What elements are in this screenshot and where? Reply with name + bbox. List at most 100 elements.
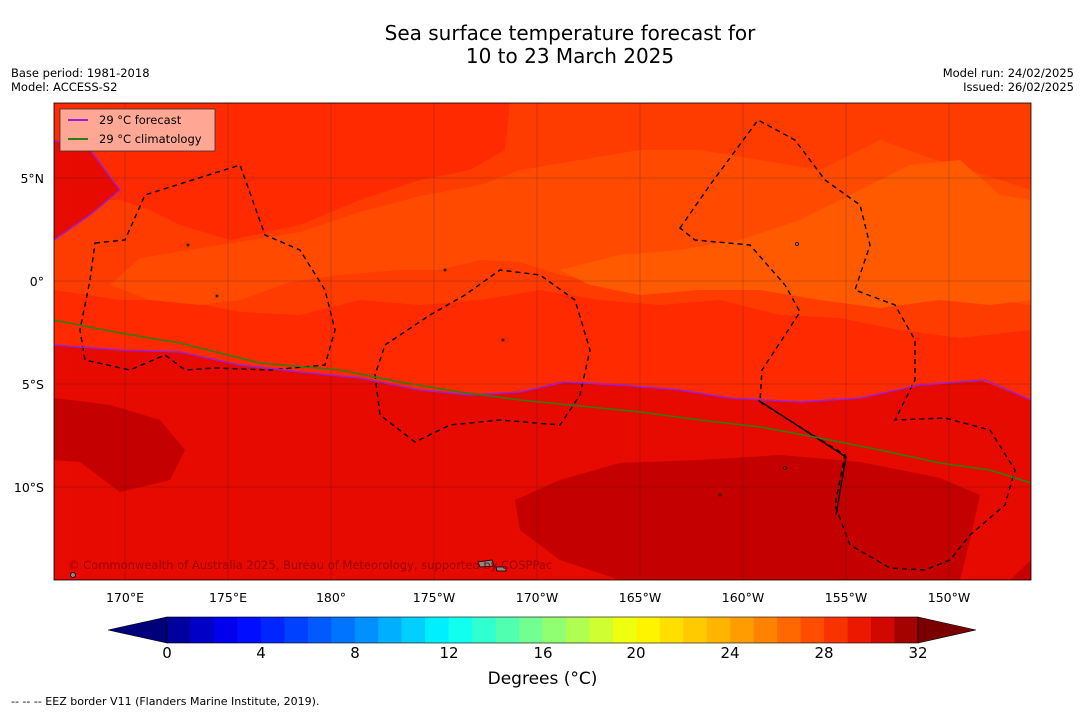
colorbar-cell xyxy=(167,617,191,643)
colorbar-tick-label: 12 xyxy=(439,644,458,662)
sst-band-32-sw xyxy=(1010,560,1031,580)
colorbar-cell xyxy=(519,617,543,643)
lon-label: 170°W xyxy=(516,590,558,605)
lat-label: 5°N xyxy=(20,171,44,186)
model-text: Model: ACCESS-S2 xyxy=(11,80,118,94)
colorbar-cell xyxy=(589,617,614,643)
island-atoll-1 xyxy=(186,243,190,247)
island-atoll-3 xyxy=(443,268,447,272)
colorbar-cell xyxy=(683,617,708,643)
title-line-2: 10 to 23 March 2025 xyxy=(465,44,675,68)
metadata-right: Model run: 24/02/2025 Issued: 26/02/2025 xyxy=(943,66,1074,94)
colorbar-cell xyxy=(448,617,473,643)
copyright-text: © Commonwealth of Australia 2025, Bureau… xyxy=(68,558,552,572)
colorbar-cell xyxy=(213,617,238,643)
colorbar-cell xyxy=(331,617,356,643)
colorbar-cell xyxy=(307,617,332,643)
colorbar-cell xyxy=(871,617,896,643)
island-wallis xyxy=(70,572,76,578)
colorbar-cell xyxy=(284,617,309,643)
lon-label: 175°E xyxy=(209,590,247,605)
colorbar-cell xyxy=(612,617,637,643)
island-samoa-east xyxy=(495,566,507,572)
island-atoll-6 xyxy=(783,466,787,470)
colorbar-cell xyxy=(401,617,426,643)
base-period-text: Base period: 1981-2018 xyxy=(11,66,150,80)
longitude-labels: 170°E 175°E 180° 175°W 170°W 165°W 160°W… xyxy=(106,590,970,605)
issued-text: Issued: 26/02/2025 xyxy=(963,80,1074,94)
colorbar-cell xyxy=(894,617,919,643)
eez-footnote: -- -- -- EEZ border V11 (Flanders Marine… xyxy=(11,695,320,708)
forecast-29c-contour xyxy=(54,344,1031,403)
sst-band-31-32-east xyxy=(515,455,980,580)
lon-label: 165°W xyxy=(619,590,661,605)
colorbar-cell xyxy=(730,617,755,643)
colorbar-cell xyxy=(190,617,215,643)
gridlines xyxy=(54,103,1031,580)
colorbar-tick-label: 32 xyxy=(908,644,927,662)
colorbar-cell xyxy=(378,617,403,643)
sst-band-31-32-west xyxy=(54,398,185,492)
sst-field: © Commonwealth of Australia 2025, Bureau… xyxy=(54,103,1031,580)
latitude-labels: 5°N 0° 5°S 10°S xyxy=(14,171,44,495)
eez-phoenix xyxy=(374,269,591,443)
colorbar-tick-label: 20 xyxy=(626,644,645,662)
colorbar-cell xyxy=(800,617,825,643)
lon-label: 160°W xyxy=(722,590,764,605)
colorbar-tick-label: 4 xyxy=(256,644,266,662)
lon-label: 180° xyxy=(316,590,346,605)
colorbar-tick-label: 0 xyxy=(162,644,172,662)
colorbar-cell xyxy=(706,617,731,643)
colorbar-cell xyxy=(472,617,497,643)
lon-label: 170°E xyxy=(106,590,144,605)
colorbar-cell xyxy=(847,617,872,643)
colorbar-frame xyxy=(166,616,919,644)
colorbar-cell xyxy=(260,617,285,643)
model-run-text: Model run: 24/02/2025 xyxy=(942,66,1074,80)
colorbar-ticks: 0 4 8 12 16 20 24 28 32 xyxy=(162,644,927,662)
colorbar-cells xyxy=(167,617,919,643)
colorbar-tick-label: 28 xyxy=(814,644,833,662)
colorbar-tick-label: 8 xyxy=(350,644,360,662)
colorbar-cell xyxy=(542,617,567,643)
title-line-1: Sea surface temperature forecast for xyxy=(384,21,756,45)
map-frame xyxy=(53,102,1032,581)
colorbar-cell xyxy=(659,617,684,643)
colorbar-cell xyxy=(354,617,379,643)
colorbar-cell xyxy=(237,617,262,643)
colorbar: 0 4 8 12 16 20 24 28 32 xyxy=(107,616,977,662)
colorbar-tick-label: 16 xyxy=(533,644,552,662)
colorbar-cell xyxy=(824,617,849,643)
lon-label: 175°W xyxy=(413,590,455,605)
lat-label: 0° xyxy=(30,274,44,289)
metadata-left: Base period: 1981-2018 Model: ACCESS-S2 xyxy=(11,66,150,94)
colorbar-min-arrow xyxy=(107,616,168,644)
sst-band-26-27-ne xyxy=(560,160,1031,308)
colorbar-cell xyxy=(636,617,661,643)
chart-title: Sea surface temperature forecast for 10 … xyxy=(0,22,1085,68)
legend-box xyxy=(59,108,216,152)
legend-forecast-label: 29 °C forecast xyxy=(99,113,182,127)
sst-band-30-31-nw xyxy=(54,140,120,240)
eez-solid-boundary xyxy=(757,399,847,516)
lon-label: 150°W xyxy=(928,590,970,605)
colorbar-cell xyxy=(425,617,450,643)
legend: 29 °C forecast 29 °C climatology xyxy=(59,108,216,152)
lat-label: 10°S xyxy=(14,480,44,495)
islands xyxy=(70,242,799,578)
climatology-29c-contour xyxy=(54,319,1031,484)
island-atoll-5 xyxy=(718,493,722,497)
legend-climatology-label: 29 °C climatology xyxy=(99,132,202,146)
colorbar-tick-label: 24 xyxy=(720,644,739,662)
eez-borders xyxy=(79,119,1016,571)
colorbar-max-arrow xyxy=(917,616,977,644)
colorbar-cell xyxy=(495,617,520,643)
island-atoll-2 xyxy=(215,294,219,298)
eez-tuvalu-kiribati-west xyxy=(79,164,336,371)
island-kiritimati xyxy=(795,242,799,246)
island-samoa xyxy=(477,559,495,568)
lat-label: 5°S xyxy=(22,377,44,392)
colorbar-cell xyxy=(777,617,802,643)
island-atoll-4 xyxy=(501,338,505,342)
